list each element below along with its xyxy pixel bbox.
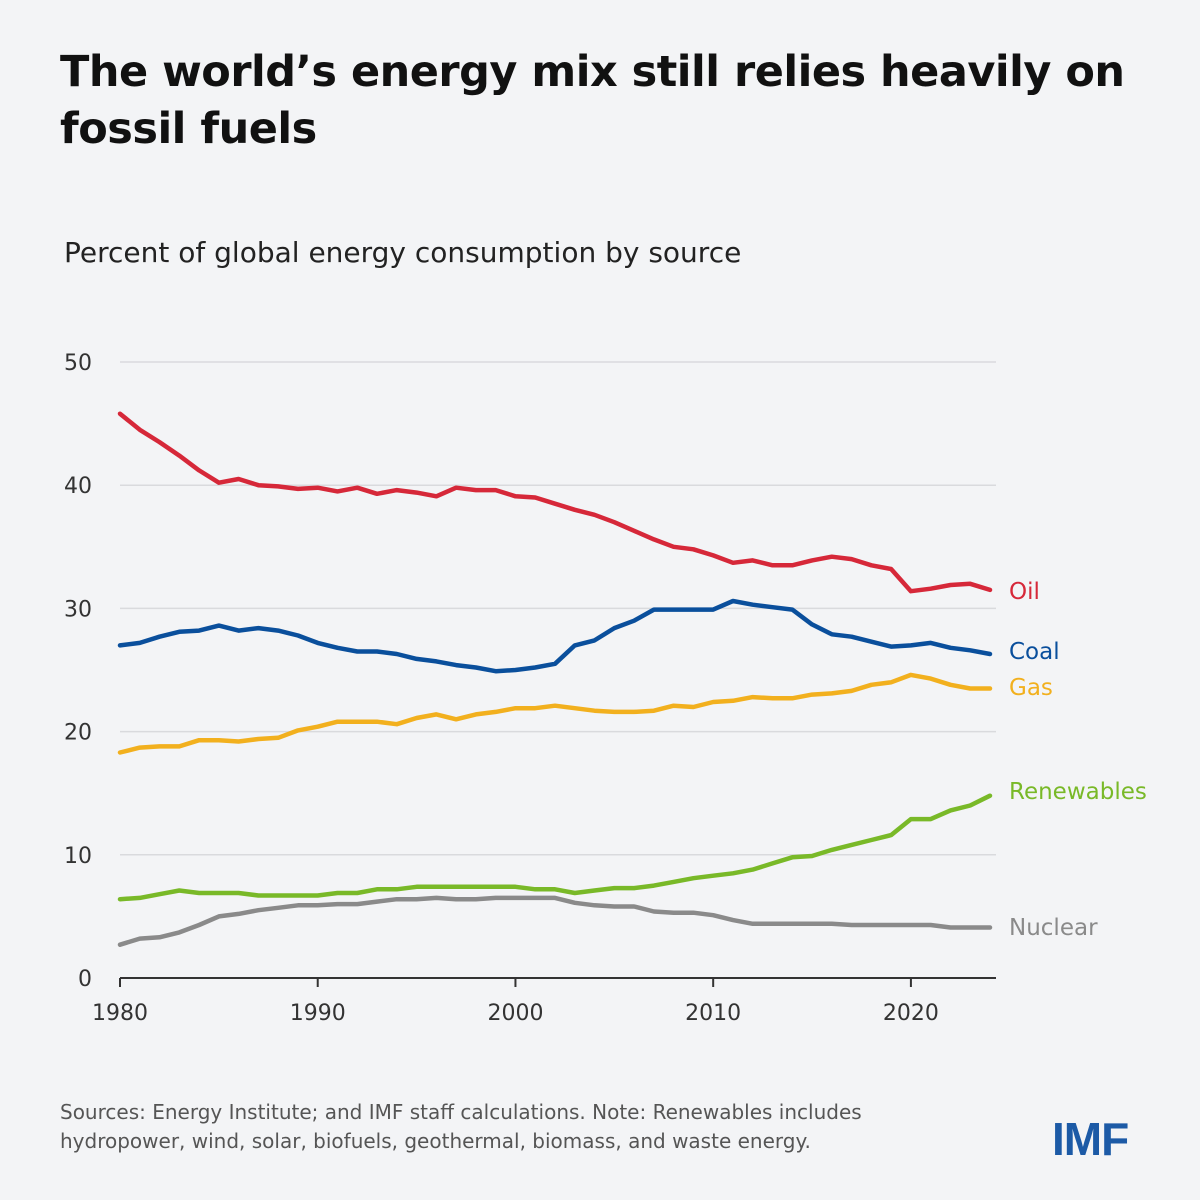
y-tick-label: 30 xyxy=(64,597,92,622)
series-line-renewables xyxy=(117,793,993,902)
series-label-renewables: Renewables xyxy=(1009,779,1147,805)
source-note: Sources: Energy Institute; and IMF staff… xyxy=(60,1100,862,1153)
series-label-coal: Coal xyxy=(1009,639,1060,665)
chart-title: The world’s energy mix still relies heav… xyxy=(60,47,1125,154)
x-tick-label: 1990 xyxy=(290,1001,346,1026)
x-tick-label: 2020 xyxy=(883,1001,939,1026)
series-line-gas xyxy=(117,672,993,755)
series-label-oil: Oil xyxy=(1009,579,1040,605)
series-label-nuclear: Nuclear xyxy=(1009,915,1098,941)
series-line-coal xyxy=(117,598,993,674)
x-tick-label: 2010 xyxy=(685,1001,741,1026)
series-line-oil xyxy=(117,411,993,594)
y-tick-label: 0 xyxy=(78,967,92,992)
y-tick-label: 10 xyxy=(64,844,92,869)
series-label-gas: Gas xyxy=(1009,675,1053,701)
x-tick-label: 1980 xyxy=(92,1001,148,1026)
y-tick-label: 50 xyxy=(64,351,92,376)
x-tick-label: 2000 xyxy=(487,1001,543,1026)
series-line-nuclear xyxy=(117,895,993,947)
imf-logo: IMF xyxy=(1052,1113,1129,1165)
chart-subtitle: Percent of global energy consumption by … xyxy=(64,236,742,269)
y-tick-label: 40 xyxy=(64,474,92,499)
y-tick-label: 20 xyxy=(64,721,92,746)
